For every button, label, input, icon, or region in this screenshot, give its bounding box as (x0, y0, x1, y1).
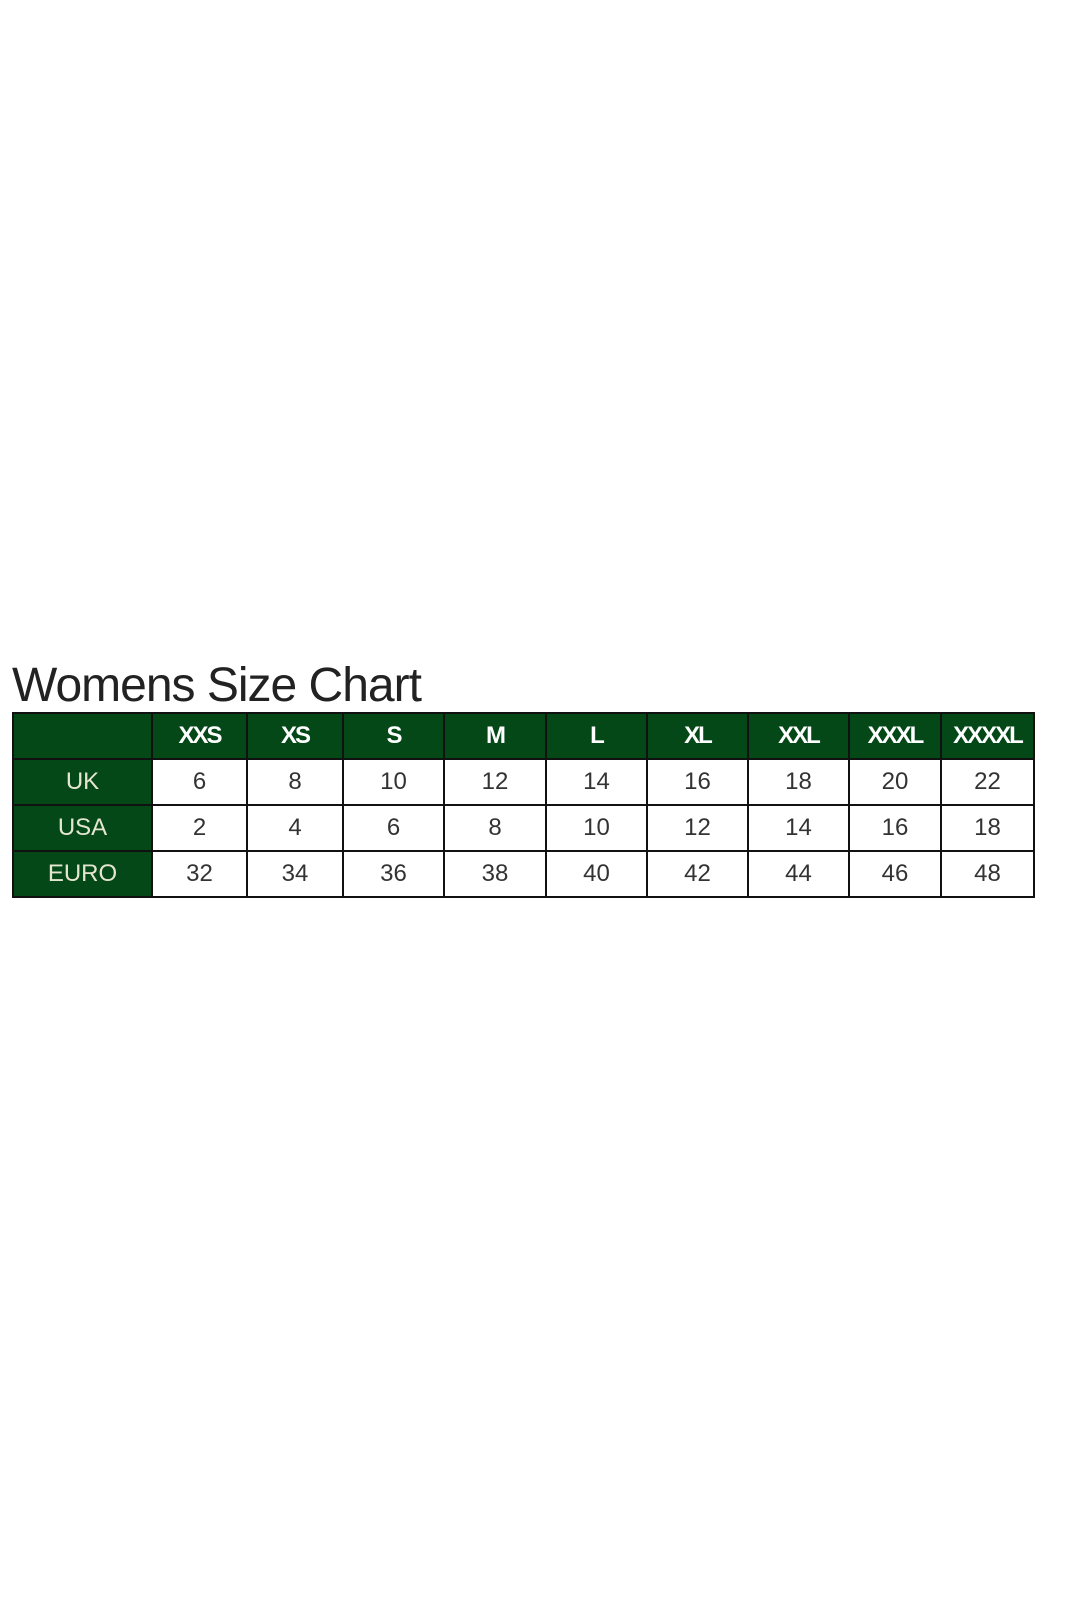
size-cell: 16 (848, 804, 942, 852)
table-row-uk: UK 6 8 10 12 14 16 18 20 22 (12, 758, 1035, 806)
size-cell: 4 (246, 804, 344, 852)
size-header-xxs: XXS (151, 712, 248, 760)
size-header-xs: XS (246, 712, 344, 760)
size-header-m: M (443, 712, 547, 760)
row-label: USA (12, 804, 153, 852)
size-cell: 2 (151, 804, 248, 852)
size-cell: 48 (940, 850, 1035, 898)
size-cell: 12 (646, 804, 749, 852)
header-row: XXS XS S M L XL XXL XXXL XXXXL (12, 712, 1035, 760)
size-chart-table: XXS XS S M L XL XXL XXXL XXXXL UK 6 8 10 12 14 16 18 20 2… (12, 712, 1035, 898)
size-cell: 36 (342, 850, 445, 898)
size-cell: 6 (151, 758, 248, 806)
size-cell: 8 (246, 758, 344, 806)
page-title: Womens Size Chart (12, 659, 422, 713)
size-cell: 18 (747, 758, 850, 806)
size-header-xxxl: XXXL (848, 712, 942, 760)
size-cell: 8 (443, 804, 547, 852)
size-header-l: L (545, 712, 648, 760)
size-cell: 44 (747, 850, 850, 898)
size-header-xl: XL (646, 712, 749, 760)
size-cell: 38 (443, 850, 547, 898)
size-cell: 12 (443, 758, 547, 806)
size-header-s: S (342, 712, 445, 760)
table-row-euro: EURO 32 34 36 38 40 42 44 46 48 (12, 850, 1035, 898)
size-cell: 14 (545, 758, 648, 806)
size-cell: 20 (848, 758, 942, 806)
size-cell: 14 (747, 804, 850, 852)
size-cell: 46 (848, 850, 942, 898)
size-cell: 42 (646, 850, 749, 898)
table-row-usa: USA 2 4 6 8 10 12 14 16 18 (12, 804, 1035, 852)
size-cell: 18 (940, 804, 1035, 852)
corner-cell (12, 712, 153, 760)
size-header-xxxxl: XXXXL (940, 712, 1035, 760)
row-label: EURO (12, 850, 153, 898)
size-header-xxl: XXL (747, 712, 850, 760)
size-cell: 6 (342, 804, 445, 852)
size-cell: 32 (151, 850, 248, 898)
size-cell: 16 (646, 758, 749, 806)
row-label: UK (12, 758, 153, 806)
size-cell: 10 (545, 804, 648, 852)
size-cell: 10 (342, 758, 445, 806)
size-cell: 34 (246, 850, 344, 898)
size-cell: 40 (545, 850, 648, 898)
size-cell: 22 (940, 758, 1035, 806)
